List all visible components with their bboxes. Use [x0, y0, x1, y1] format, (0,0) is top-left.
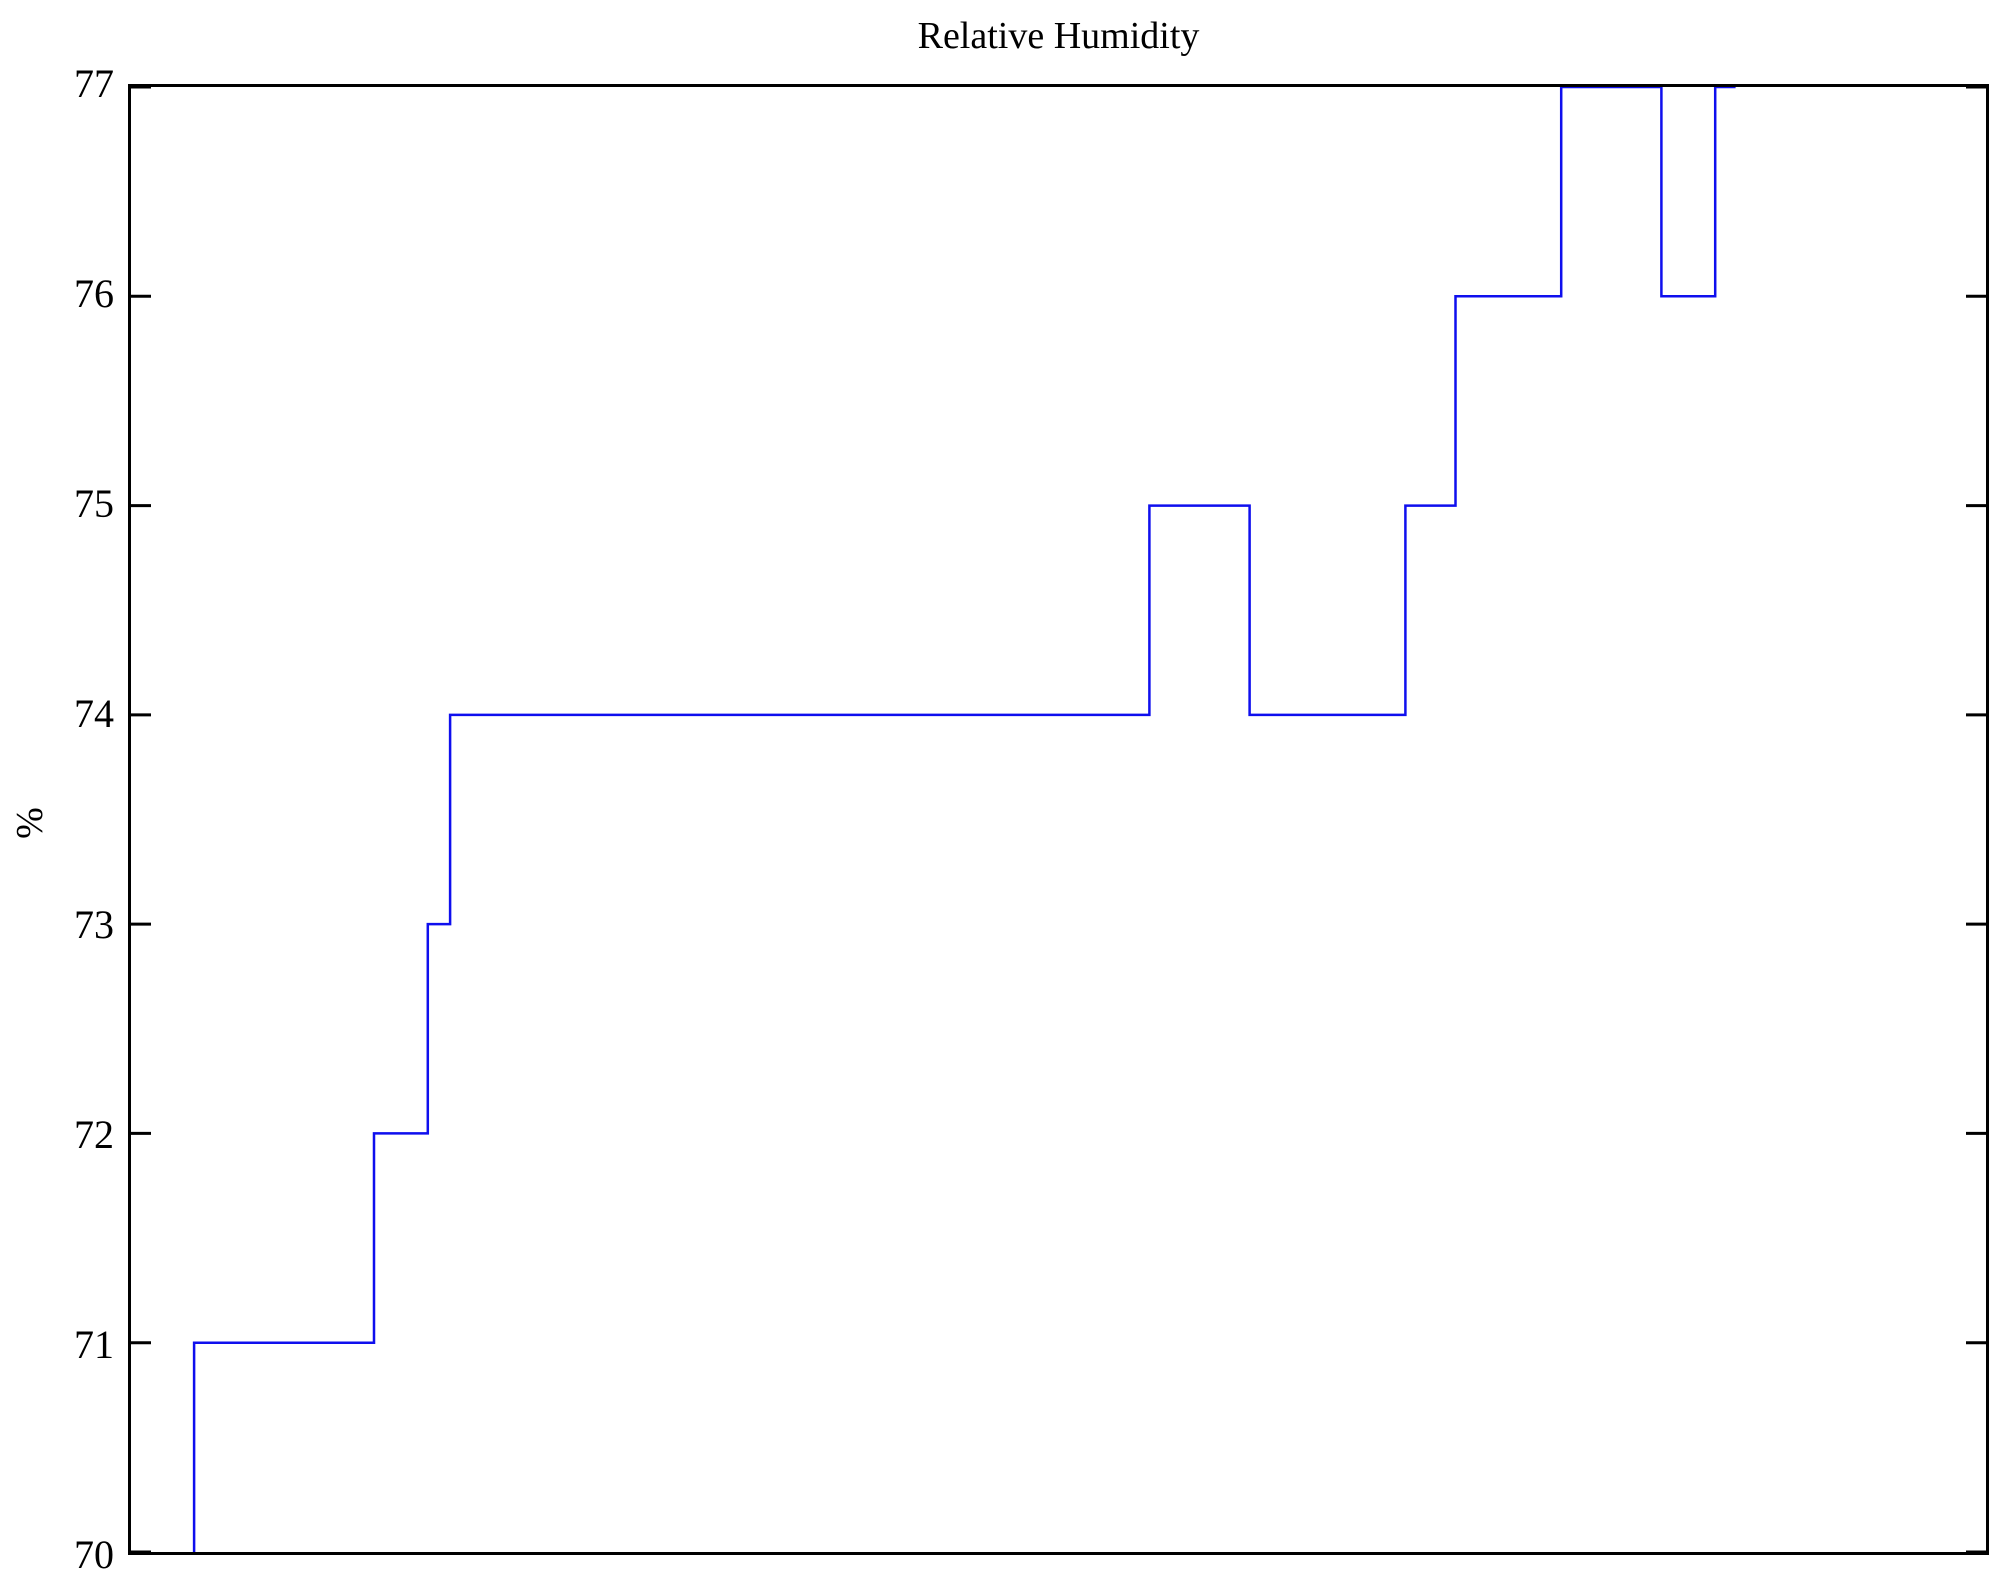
y-tick-label: 77: [74, 61, 114, 106]
y-tick-label: 75: [74, 481, 114, 527]
y-tick-label: 71: [74, 1321, 114, 1367]
y-tick-label: 73: [74, 901, 114, 947]
plot-area: [128, 84, 1989, 1555]
chart-canvas: [131, 87, 1986, 1552]
humidity-step-line: [192, 87, 1736, 1552]
y-axis-label: %: [9, 807, 51, 839]
y-tick-label: 72: [74, 1111, 114, 1157]
y-tick-label: 70: [74, 1532, 114, 1577]
y-tick-label: 76: [74, 271, 114, 317]
y-tick-label: 74: [74, 691, 114, 737]
chart-title: Relative Humidity: [917, 15, 1200, 57]
